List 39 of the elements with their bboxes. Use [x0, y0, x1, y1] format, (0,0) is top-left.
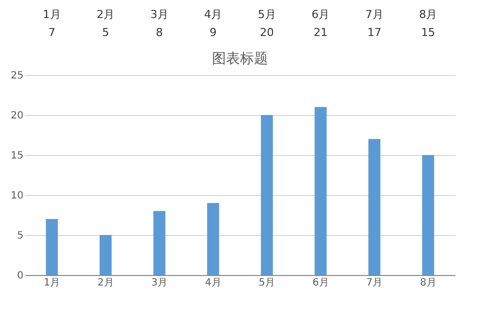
category-label: 3月 — [150, 8, 168, 21]
y-tick-label: 10 — [10, 190, 24, 202]
bar — [46, 219, 58, 275]
y-tick-label: 15 — [10, 150, 24, 162]
x-tick-label: 8月 — [420, 278, 436, 288]
category-label: 7月 — [365, 8, 384, 21]
data-label: 8 — [156, 26, 163, 39]
y-tick-label: 25 — [10, 70, 24, 82]
bar — [422, 155, 434, 275]
x-tick-label: 6月 — [312, 278, 329, 288]
y-tick-label: 5 — [17, 230, 24, 242]
bar — [368, 139, 380, 275]
category-label: 1月 — [42, 8, 61, 21]
data-label: 7 — [48, 26, 56, 39]
bar — [314, 107, 327, 275]
category-label: 4月 — [204, 8, 222, 21]
category-label: 6月 — [312, 8, 330, 21]
x-tick-label: 7月 — [366, 278, 383, 288]
data-label: 9 — [210, 26, 217, 39]
data-label: 17 — [367, 26, 382, 39]
y-tick-label: 20 — [10, 110, 24, 122]
bar — [207, 203, 220, 275]
bar — [260, 115, 273, 275]
data-label: 20 — [260, 26, 274, 39]
y-tick-label: 0 — [17, 270, 24, 282]
data-label: 15 — [421, 26, 436, 39]
category-label: 5月 — [258, 8, 276, 21]
data-label: 21 — [314, 26, 328, 39]
x-tick-label: 1月 — [44, 278, 60, 288]
chart-title: 图表标题 — [212, 51, 268, 67]
x-tick-label: 5月 — [258, 278, 276, 288]
x-tick-label: 4月 — [204, 278, 222, 288]
data-label: 5 — [102, 26, 110, 39]
bar — [153, 211, 166, 275]
bar — [100, 235, 112, 275]
category-label: 2月 — [96, 8, 115, 21]
x-tick-label: 3月 — [151, 278, 168, 288]
category-label: 8月 — [419, 8, 438, 21]
x-tick-label: 2月 — [97, 278, 114, 288]
